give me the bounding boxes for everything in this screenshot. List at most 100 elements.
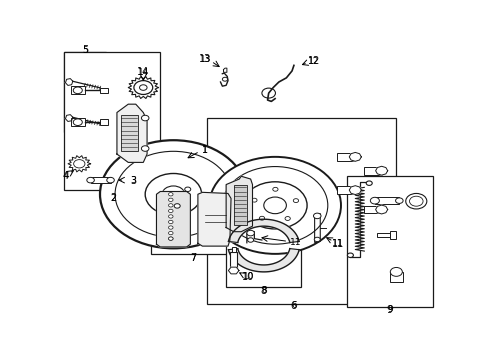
Text: 10: 10 (242, 273, 254, 283)
Text: 7: 7 (190, 253, 196, 263)
Circle shape (395, 198, 402, 203)
Bar (70, 118, 85, 126)
Polygon shape (228, 249, 299, 272)
Text: 11: 11 (331, 239, 343, 248)
Bar (229, 252, 237, 270)
Text: 13: 13 (199, 54, 211, 64)
Text: 14: 14 (137, 67, 149, 77)
Text: 2: 2 (110, 194, 116, 203)
Text: 6: 6 (290, 301, 296, 311)
Text: 13: 13 (199, 55, 211, 64)
Polygon shape (348, 152, 361, 161)
Text: 5: 5 (82, 46, 88, 55)
Circle shape (168, 231, 173, 235)
Text: 10: 10 (242, 272, 254, 281)
Bar (389, 272, 402, 282)
Bar (121, 115, 138, 151)
Polygon shape (375, 205, 387, 214)
Polygon shape (128, 77, 158, 99)
Text: 4: 4 (63, 171, 69, 181)
Circle shape (366, 181, 371, 185)
Circle shape (405, 193, 426, 209)
Bar (207, 118, 395, 304)
Polygon shape (68, 156, 90, 172)
Circle shape (168, 237, 173, 240)
Circle shape (134, 81, 152, 94)
Circle shape (222, 77, 227, 81)
Circle shape (246, 230, 254, 236)
Polygon shape (65, 78, 73, 85)
Bar (150, 190, 235, 254)
Circle shape (209, 157, 340, 254)
Circle shape (73, 87, 82, 94)
Bar (346, 176, 432, 307)
Text: 11: 11 (289, 238, 301, 247)
Circle shape (285, 217, 290, 220)
Polygon shape (228, 219, 299, 243)
Text: 6: 6 (290, 301, 296, 310)
Text: 1: 1 (202, 146, 207, 155)
Bar (100, 120, 107, 125)
Text: 3: 3 (130, 176, 136, 186)
Circle shape (74, 159, 85, 168)
Bar (363, 167, 381, 175)
Bar (70, 86, 85, 94)
Circle shape (262, 88, 275, 98)
Circle shape (168, 193, 173, 196)
Text: 9: 9 (386, 305, 392, 314)
Circle shape (168, 204, 173, 207)
Circle shape (106, 177, 114, 183)
Text: 3: 3 (130, 176, 136, 185)
Circle shape (184, 187, 190, 192)
Polygon shape (375, 166, 387, 175)
Bar (363, 206, 381, 213)
Circle shape (263, 197, 286, 214)
Circle shape (222, 167, 327, 244)
Circle shape (100, 140, 246, 248)
Circle shape (141, 115, 149, 121)
Circle shape (87, 177, 94, 183)
Text: 12: 12 (307, 57, 319, 66)
Text: 14: 14 (137, 68, 149, 77)
Bar (231, 247, 235, 252)
Circle shape (162, 186, 184, 203)
Text: 11: 11 (331, 239, 344, 249)
Circle shape (369, 197, 379, 204)
Bar (389, 231, 395, 239)
Polygon shape (228, 267, 239, 274)
Circle shape (346, 253, 353, 257)
Circle shape (293, 199, 298, 203)
Circle shape (272, 187, 278, 191)
Bar (64, 51, 160, 190)
Text: 8: 8 (260, 286, 266, 296)
Circle shape (313, 213, 320, 219)
Circle shape (168, 237, 173, 240)
Text: 9: 9 (386, 305, 392, 315)
Polygon shape (348, 186, 361, 194)
Circle shape (141, 146, 149, 151)
Polygon shape (225, 176, 252, 232)
Circle shape (408, 196, 422, 206)
Bar (376, 233, 389, 237)
Bar (64, 51, 105, 132)
Text: 2: 2 (110, 193, 116, 203)
Text: 12: 12 (307, 56, 320, 66)
Circle shape (168, 220, 173, 224)
Bar (374, 197, 399, 204)
Circle shape (139, 85, 147, 90)
Circle shape (168, 209, 173, 212)
Circle shape (251, 198, 257, 202)
Polygon shape (156, 192, 190, 247)
Text: 5: 5 (81, 45, 88, 55)
Text: 7: 7 (190, 253, 196, 262)
Polygon shape (117, 104, 147, 162)
Circle shape (168, 226, 173, 229)
Circle shape (115, 151, 231, 237)
Bar (233, 185, 246, 225)
Bar (225, 204, 301, 287)
Circle shape (314, 237, 320, 242)
Circle shape (243, 182, 306, 229)
Text: 8: 8 (261, 286, 266, 295)
Circle shape (145, 174, 201, 215)
Polygon shape (198, 192, 230, 246)
